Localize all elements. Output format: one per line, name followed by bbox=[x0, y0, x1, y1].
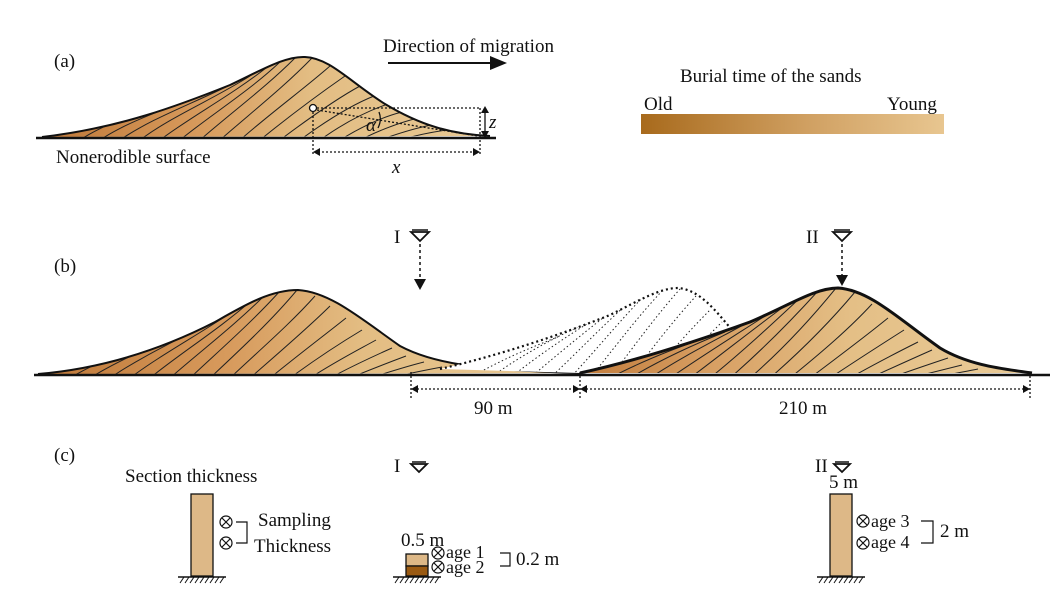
site-2-marker-c bbox=[831, 461, 853, 474]
age-3-label: age 3 bbox=[871, 511, 909, 531]
thickness-site-1: 0.5 m bbox=[401, 530, 445, 551]
ground-hatch-site-2 bbox=[817, 576, 865, 584]
distance-markers bbox=[410, 372, 1031, 398]
age-1-label: age 1 bbox=[446, 542, 484, 562]
sample-marker-age-3 bbox=[856, 514, 870, 528]
site-1-label-b: I bbox=[394, 227, 400, 248]
section-column-site-1-lower bbox=[405, 565, 429, 577]
dune-b-1 bbox=[37, 288, 581, 375]
gap-site-1: 0.2 m bbox=[516, 549, 560, 570]
sample-marker-age-2 bbox=[431, 560, 445, 574]
thickness-site-2: 5 m bbox=[829, 472, 858, 493]
ground-hatch-generic bbox=[178, 576, 226, 584]
site-1-label-c: I bbox=[394, 456, 400, 477]
surface-label: Nonerodible surface bbox=[56, 147, 211, 168]
sample-marker-age-1 bbox=[431, 546, 445, 560]
sampling-label: Sampling bbox=[258, 510, 331, 531]
section-column-site-2 bbox=[829, 493, 853, 577]
section-thickness-label: Section thickness bbox=[125, 466, 257, 487]
section-column-site-1-upper bbox=[405, 553, 429, 567]
gap-site-2: 2 m bbox=[940, 521, 969, 542]
sample-marker-generic-2 bbox=[219, 536, 233, 550]
legend-title: Burial time of the sands bbox=[680, 66, 862, 87]
distance-1: 90 m bbox=[474, 398, 513, 419]
panel-a-label: (a) bbox=[54, 51, 75, 72]
sampling-bracket-generic bbox=[236, 521, 248, 544]
sample-marker-age-4 bbox=[856, 536, 870, 550]
site-2-label-c: II bbox=[815, 456, 828, 477]
x-symbol: x bbox=[391, 157, 401, 178]
legend-gradient-bar bbox=[641, 114, 944, 134]
dune-b-2-laminae bbox=[609, 288, 979, 373]
age-4-label: age 4 bbox=[871, 532, 909, 552]
site-2-label-b: II bbox=[806, 227, 819, 248]
direction-arrow bbox=[388, 56, 507, 70]
site-1-marker-c bbox=[408, 461, 430, 474]
alpha-symbol: α bbox=[366, 115, 377, 136]
legend-young: Young bbox=[887, 94, 937, 115]
site-1-marker bbox=[408, 229, 432, 290]
geometry-annotation bbox=[308, 103, 489, 156]
panel-c-label: (c) bbox=[54, 445, 75, 466]
dune-a bbox=[41, 55, 491, 138]
site-2-marker bbox=[830, 229, 854, 286]
age-2-label: age 2 bbox=[446, 557, 484, 577]
panel-b-label: (b) bbox=[54, 256, 76, 277]
sample-marker-generic-1 bbox=[219, 515, 233, 529]
section-column-generic bbox=[190, 493, 214, 577]
z-symbol: z bbox=[488, 112, 497, 133]
sampling-bracket-site-1 bbox=[500, 552, 511, 567]
legend-old: Old bbox=[644, 94, 673, 115]
dune-b-2 bbox=[579, 286, 1033, 375]
ground-hatch-site-1 bbox=[393, 576, 441, 584]
sampling-bracket-site-2 bbox=[921, 520, 934, 544]
thickness-label: Thickness bbox=[254, 536, 331, 557]
direction-label: Direction of migration bbox=[383, 36, 554, 57]
distance-2: 210 m bbox=[779, 398, 827, 419]
